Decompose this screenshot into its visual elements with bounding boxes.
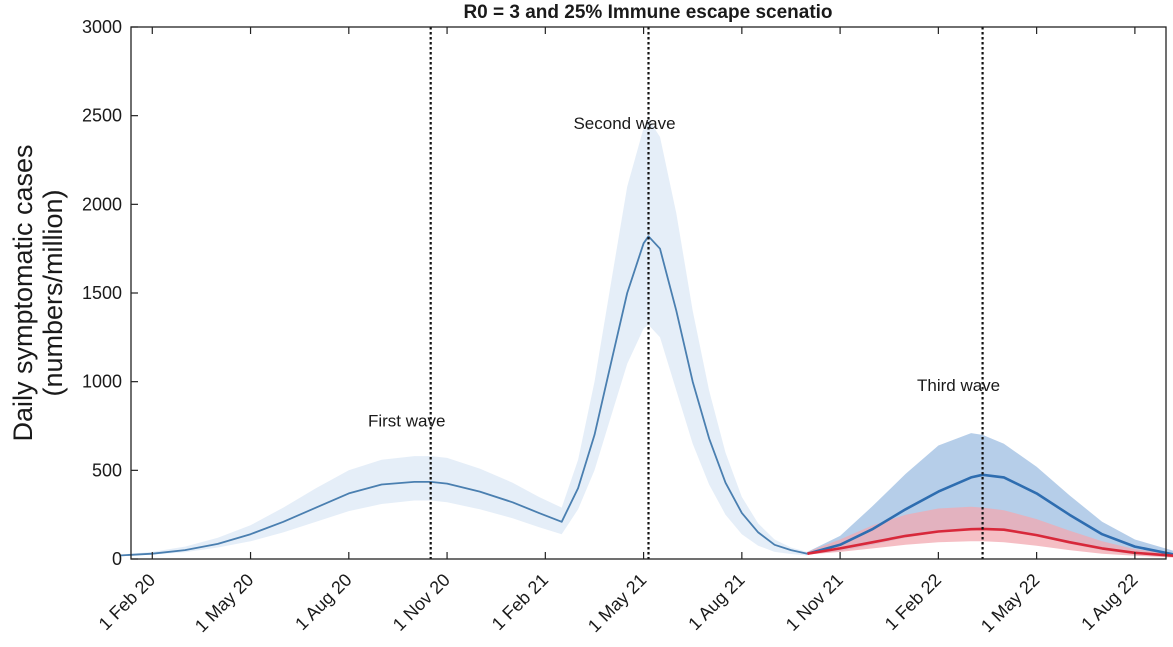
wave-label-0: First wave xyxy=(368,412,445,431)
y-axis-label-line1: Daily symptomatic cases xyxy=(8,144,38,441)
band-0 xyxy=(119,119,808,556)
y-tick-label-0: 0 xyxy=(112,549,122,569)
chart-title: R0 = 3 and 25% Immune escape scenatio xyxy=(463,2,832,23)
uncertainty-bands xyxy=(119,119,1173,558)
y-tick-label-1: 500 xyxy=(92,460,122,480)
y-tick-label-4: 2000 xyxy=(82,194,122,214)
series-line-1 xyxy=(807,473,1173,556)
y-tick-label-5: 2500 xyxy=(82,106,122,126)
y-tick-label-6: 3000 xyxy=(82,17,122,37)
x-tick-label-5: 1 May 21 xyxy=(584,570,651,637)
wave-label-2: Third wave xyxy=(917,376,1000,395)
x-tick-label-3: 1 Nov 20 xyxy=(389,570,454,635)
wave-annotations: First wave Second wave Third wave xyxy=(368,114,1000,431)
wave-markers xyxy=(429,27,984,559)
y-tick-label-2: 1000 xyxy=(82,372,122,392)
y-tick-label-3: 1500 xyxy=(82,283,122,303)
x-tick-label-0: 1 Feb 20 xyxy=(95,570,159,634)
x-tick-label-6: 1 Aug 21 xyxy=(684,570,748,634)
series-line-0 xyxy=(119,235,808,557)
x-tick-label-4: 1 Feb 21 xyxy=(488,570,552,634)
x-tick-label-7: 1 Nov 21 xyxy=(782,570,847,635)
y-axis-label-line2: (numbers/million) xyxy=(38,189,68,396)
x-tick-label-2: 1 Aug 20 xyxy=(291,570,355,634)
x-tick-label-8: 1 Feb 22 xyxy=(881,570,945,634)
wave-label-1: Second wave xyxy=(573,114,675,133)
x-tick-label-9: 1 May 22 xyxy=(977,570,1044,637)
y-axis: 0 500 1000 1500 2000 2500 3000 xyxy=(82,17,138,569)
x-tick-label-1: 1 May 20 xyxy=(191,570,258,637)
x-tick-label-10: 1 Aug 22 xyxy=(1077,570,1141,634)
